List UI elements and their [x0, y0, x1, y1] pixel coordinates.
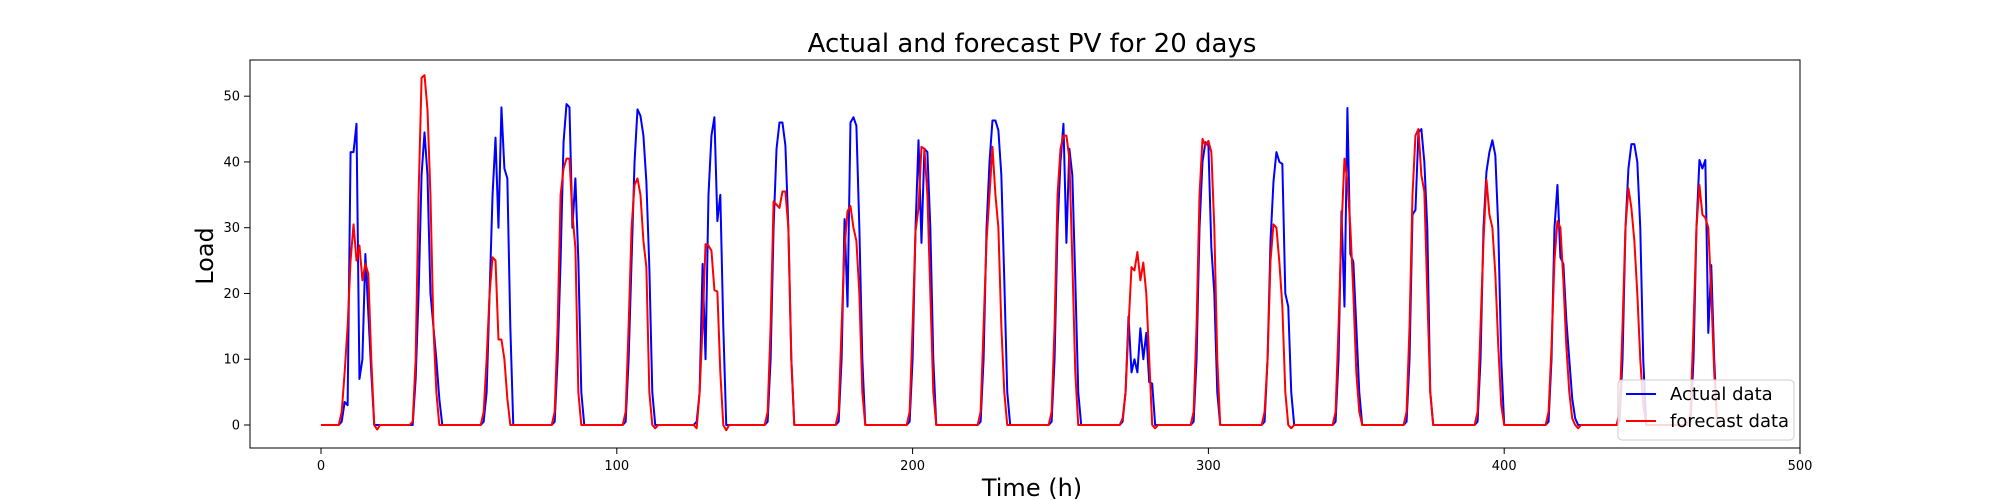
y-tick-label: 20 — [223, 287, 240, 302]
legend-box — [1617, 379, 1795, 441]
legend-label-forecast-data: forecast data — [1670, 411, 1789, 432]
y-tick-label: 50 — [223, 90, 240, 105]
x-tick-label: 0 — [317, 459, 325, 474]
y-tick-label: 0 — [232, 418, 240, 433]
series-line-actual-data — [320, 103, 1719, 426]
series-layer — [320, 74, 1719, 432]
y-tick-label: 10 — [223, 353, 240, 368]
plot-area: 0 100 200 300 400 500 0 10 20 30 40 50 — [223, 59, 1813, 474]
x-tick-label: 500 — [1788, 459, 1813, 474]
x-axis-ticks: 0 100 200 300 400 500 — [317, 448, 1813, 474]
x-axis-label: Time (h) — [981, 474, 1082, 500]
chart-title: Actual and forecast PV for 20 days — [808, 29, 1257, 59]
y-tick-label: 30 — [223, 221, 240, 236]
x-tick-label: 300 — [1196, 459, 1221, 474]
x-tick-label: 400 — [1492, 459, 1517, 474]
x-tick-label: 200 — [900, 459, 925, 474]
plot-frame — [249, 59, 1801, 449]
chart-legend: Actual data forecast data — [1617, 379, 1795, 441]
legend-label-actual-data: Actual data — [1670, 384, 1773, 405]
y-axis-label: Load — [191, 227, 219, 285]
series-line-forecast-data — [320, 74, 1719, 432]
y-tick-label: 40 — [223, 155, 240, 170]
x-tick-label: 100 — [604, 459, 629, 474]
y-axis-ticks: 0 10 20 30 40 50 — [223, 90, 250, 433]
